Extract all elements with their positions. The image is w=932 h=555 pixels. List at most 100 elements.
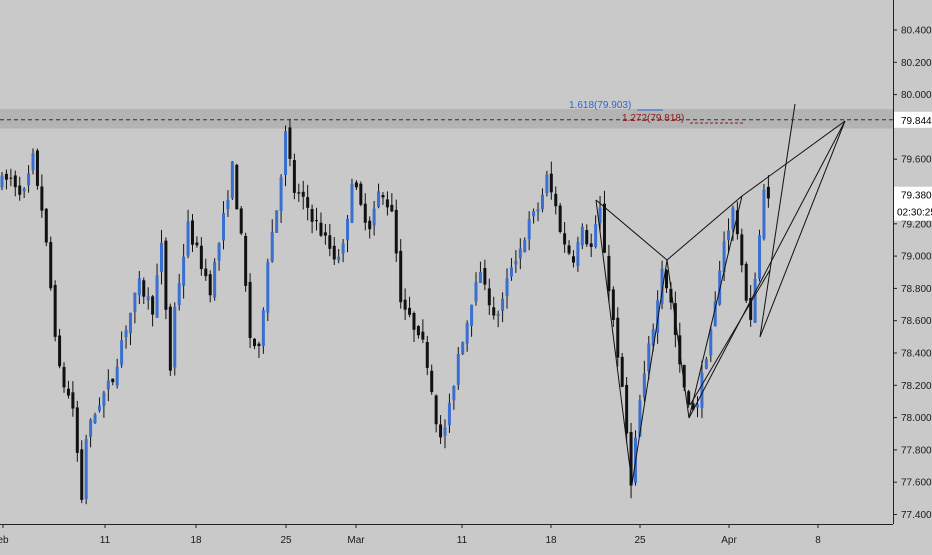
candle-body — [97, 405, 101, 411]
dashed-price-badge — [894, 111, 932, 128]
candle-body — [146, 296, 150, 301]
candle-body — [226, 200, 230, 210]
candle-body — [363, 203, 367, 223]
candle-body — [629, 432, 633, 486]
candle — [142, 277, 146, 305]
time-tick-label: 18 — [545, 535, 557, 546]
pattern-projection-a — [759, 103, 796, 338]
time-tick-label: Apr — [721, 535, 737, 546]
candle-body — [704, 359, 708, 369]
candle — [412, 311, 416, 343]
candle-body — [190, 220, 194, 245]
candle-body — [607, 255, 611, 292]
candle — [217, 242, 221, 271]
candle-body — [403, 299, 407, 310]
candle — [408, 296, 412, 318]
candle-body — [128, 312, 132, 334]
candle-body — [137, 278, 141, 296]
candle — [319, 212, 323, 238]
candle — [128, 312, 132, 346]
candle — [208, 270, 212, 303]
candle-body — [62, 366, 66, 388]
candle — [346, 214, 350, 253]
candle — [301, 180, 305, 210]
candle-body — [421, 331, 425, 340]
candle — [146, 287, 150, 310]
time-tick-label: 11 — [457, 535, 468, 546]
candle-body — [40, 186, 44, 211]
candle-body — [44, 208, 48, 243]
time-tick-label: 11 — [100, 535, 111, 546]
candle — [164, 237, 168, 320]
candle — [709, 325, 713, 363]
candle-body — [554, 193, 558, 207]
candle-body — [425, 341, 429, 368]
candle-body — [665, 270, 668, 289]
candle — [399, 239, 403, 309]
candle-body — [89, 419, 93, 437]
candle — [377, 183, 381, 209]
candle — [204, 258, 208, 281]
candle — [288, 118, 292, 167]
candle-body — [713, 301, 717, 327]
candle — [75, 400, 79, 462]
candle-body — [385, 199, 389, 208]
candle — [266, 258, 270, 322]
candle-body — [660, 268, 664, 304]
price-tick-label: 77.800 — [901, 445, 932, 456]
candle — [620, 352, 624, 388]
price-tick-label: 78.800 — [901, 284, 932, 295]
candle-body — [558, 205, 562, 232]
candle-body — [700, 372, 704, 409]
candle-body — [230, 161, 234, 199]
candle — [284, 125, 288, 187]
candle — [173, 302, 177, 376]
candle-body — [297, 192, 301, 194]
candle-body — [142, 280, 146, 297]
candle — [474, 272, 478, 306]
candle-body — [585, 229, 589, 245]
candle-body — [319, 222, 323, 236]
candle-body — [168, 306, 172, 371]
candle — [120, 331, 124, 368]
candle-body — [368, 220, 372, 230]
candle-body — [301, 191, 305, 197]
candle-body — [669, 288, 673, 303]
candle — [328, 224, 332, 257]
candle-body — [682, 365, 686, 388]
pattern-leg-xa — [595, 199, 633, 485]
candle-body — [514, 260, 518, 265]
candle — [576, 236, 580, 272]
candle-body — [567, 245, 571, 254]
candle — [580, 223, 584, 250]
candle-body — [580, 226, 584, 246]
candle-body — [80, 449, 84, 500]
candle — [762, 183, 766, 241]
candle — [456, 346, 460, 390]
candle — [571, 250, 575, 268]
price-axis-panel — [893, 0, 932, 550]
candle — [461, 341, 465, 356]
candle-body — [102, 392, 106, 406]
candle — [403, 288, 407, 320]
candle-body — [199, 245, 203, 270]
candle-body — [563, 233, 567, 245]
candle — [545, 170, 549, 197]
candle — [758, 229, 762, 282]
candle-body — [571, 256, 575, 263]
price-tick-label: 80.000 — [901, 90, 932, 101]
candle — [532, 208, 536, 224]
candle — [753, 272, 757, 324]
candle-body — [346, 218, 350, 241]
candle-body — [244, 235, 248, 286]
candle-body — [536, 209, 540, 212]
candle — [514, 250, 518, 273]
candle — [275, 210, 279, 233]
pattern-leg-bd — [666, 195, 743, 261]
candle-body — [696, 404, 700, 408]
candle-body — [527, 219, 531, 240]
candle — [470, 304, 474, 337]
candle-body — [315, 220, 319, 222]
